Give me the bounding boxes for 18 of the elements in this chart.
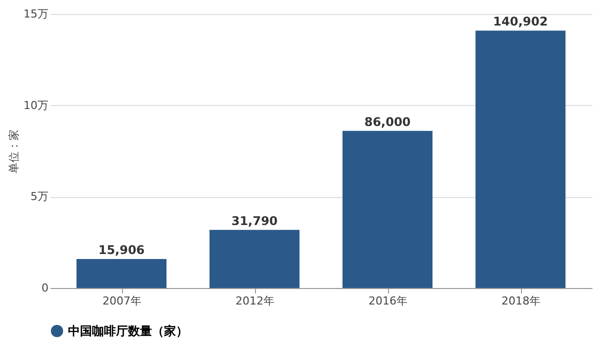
legend-label: 中国咖啡厅数量（家） <box>68 324 188 338</box>
text: 86,000 <box>364 114 411 129</box>
y-tick-label: 15万 <box>24 8 48 20</box>
bar <box>476 30 566 288</box>
text: 140,902 <box>493 14 548 29</box>
y-axis-title: 单位：家 <box>8 130 21 174</box>
bar <box>76 258 166 288</box>
x-tick-label: 2016年 <box>368 294 408 308</box>
y-tick-label: 0 <box>42 282 48 294</box>
x-tick-label: 2007年 <box>102 294 142 308</box>
y-tick-label: 10万 <box>24 98 48 112</box>
text: 31,790 <box>231 214 278 228</box>
bar <box>210 230 300 288</box>
y-tick-label: 5万 <box>30 190 48 204</box>
bar <box>342 130 432 288</box>
x-tick-label: 2018年 <box>502 294 540 308</box>
text: 15,906 <box>98 242 145 257</box>
x-tick-label: 2012年 <box>236 294 274 308</box>
